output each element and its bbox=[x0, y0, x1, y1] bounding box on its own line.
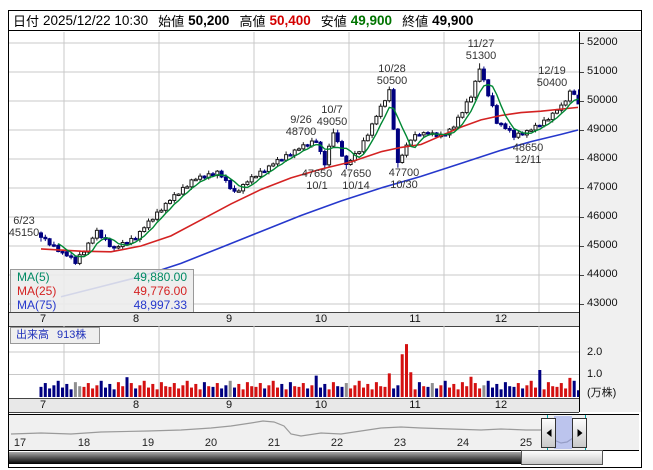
price-tick-label: 49000 bbox=[587, 123, 618, 135]
date-label: 日付 bbox=[13, 14, 40, 29]
year-tick-label: 20 bbox=[204, 437, 218, 449]
navigator-selection[interactable] bbox=[554, 416, 572, 449]
high-value: 50,400 bbox=[269, 13, 311, 28]
year-tick-label: 25 bbox=[519, 437, 533, 449]
price-tick-label: 51000 bbox=[587, 65, 618, 77]
volume-chart bbox=[9, 326, 579, 398]
month-tick-label: 10 bbox=[314, 399, 328, 411]
month-tick-label: 7 bbox=[39, 399, 47, 411]
price-tick-label: 45000 bbox=[587, 239, 618, 251]
price-tick-label: 48000 bbox=[587, 152, 618, 164]
month-tick-label: 10 bbox=[314, 313, 328, 325]
price-tick-label: 47000 bbox=[587, 181, 618, 193]
month-tick-label: 9 bbox=[225, 313, 233, 325]
month-tick-label: 8 bbox=[132, 313, 140, 325]
scroll-right-button[interactable] bbox=[572, 418, 587, 448]
open-value: 50,200 bbox=[188, 13, 230, 28]
price-axis: 52000 51000 50000 49000 48000 47000 46000 45000… bbox=[579, 32, 641, 412]
month-axis-volume: 7 8 9 10 11 12 bbox=[9, 398, 579, 413]
year-tick-label: 19 bbox=[141, 437, 155, 449]
month-tick-label: 12 bbox=[494, 399, 508, 411]
month-tick-label: 11 bbox=[409, 399, 421, 411]
chart-scrollbar[interactable] bbox=[9, 450, 641, 465]
month-tick-label: 9 bbox=[225, 399, 233, 411]
chart-annotation: 47650 10/14 bbox=[341, 168, 372, 192]
chart-annotation: 47700 10/30 bbox=[389, 167, 420, 191]
scrollbar-track[interactable] bbox=[9, 452, 521, 464]
close-label: 終値 bbox=[402, 14, 429, 29]
volume-tick-label: (万株) bbox=[587, 387, 617, 399]
year-tick-label: 18 bbox=[77, 437, 91, 449]
year-tick-label: 24 bbox=[456, 437, 470, 449]
high-label: 高値 bbox=[239, 14, 266, 29]
quote-info-bar: 日付 2025/12/22 10:30 始値 50,200 高値 50,400 … bbox=[9, 11, 641, 31]
price-tick-label: 52000 bbox=[587, 36, 618, 48]
ma-legend-row: MA(75) 48,997.33 bbox=[17, 298, 187, 312]
chart-annotation: 47650 10/1 bbox=[302, 168, 333, 192]
price-tick-label: 44000 bbox=[587, 268, 618, 280]
date-value: 2025/12/22 10:30 bbox=[43, 13, 149, 28]
chart-annotation: 10/28 50500 bbox=[377, 63, 408, 87]
left-arrow-icon bbox=[546, 429, 551, 437]
chart-annotation: 10/7 49050 bbox=[317, 104, 348, 128]
month-tick-label: 8 bbox=[132, 399, 140, 411]
volume-tick-label: 1.0 bbox=[587, 368, 603, 380]
ma-legend-row: MA(5) 49,880.00 bbox=[17, 270, 187, 284]
stock-chart-widget: 日付 2025/12/22 10:30 始値 50,200 高値 50,400 … bbox=[8, 10, 642, 468]
chart-annotation: 48650 12/11 bbox=[513, 142, 544, 166]
volume-legend: 出来高 913株 bbox=[10, 327, 101, 344]
price-tick-label: 50000 bbox=[587, 94, 618, 106]
open-label: 始値 bbox=[158, 14, 185, 29]
close-value: 49,900 bbox=[432, 13, 474, 28]
right-arrow-icon bbox=[577, 429, 582, 437]
low-value: 49,900 bbox=[350, 13, 393, 28]
price-tick-label: 46000 bbox=[587, 210, 618, 222]
volume-label: 出来高 bbox=[16, 329, 49, 341]
year-tick-label: 23 bbox=[393, 437, 407, 449]
year-tick-label: 22 bbox=[330, 437, 344, 449]
scroll-left-button[interactable] bbox=[541, 418, 556, 448]
moving-average-legend: MA(5) 49,880.00 MA(25) 49,776.00 MA(75) 48,99… bbox=[10, 269, 194, 313]
month-tick-label: 12 bbox=[494, 313, 508, 325]
low-label: 安値 bbox=[320, 14, 347, 29]
volume-value: 913株 bbox=[57, 329, 87, 341]
chart-annotation: 6/23 45150 bbox=[9, 215, 39, 239]
month-axis-main: 7 8 9 10 11 12 bbox=[9, 312, 579, 327]
chart-annotation: 12/19 50400 bbox=[537, 65, 568, 89]
chart-annotation: 11/27 51300 bbox=[466, 38, 497, 62]
chart-annotation: 9/26 48700 bbox=[286, 114, 317, 138]
ma-legend-row: MA(25) 49,776.00 bbox=[17, 284, 187, 298]
year-tick-label: 21 bbox=[267, 437, 281, 449]
scrollbar-thumb[interactable] bbox=[521, 450, 603, 465]
month-tick-label: 11 bbox=[409, 313, 421, 325]
price-tick-label: 43000 bbox=[587, 297, 618, 309]
month-tick-label: 7 bbox=[39, 313, 47, 325]
volume-tick-label: 2.0 bbox=[587, 346, 603, 358]
range-navigator[interactable]: 17 18 19 20 21 22 23 24 25 bbox=[9, 414, 639, 451]
year-tick-label: 17 bbox=[13, 437, 27, 449]
